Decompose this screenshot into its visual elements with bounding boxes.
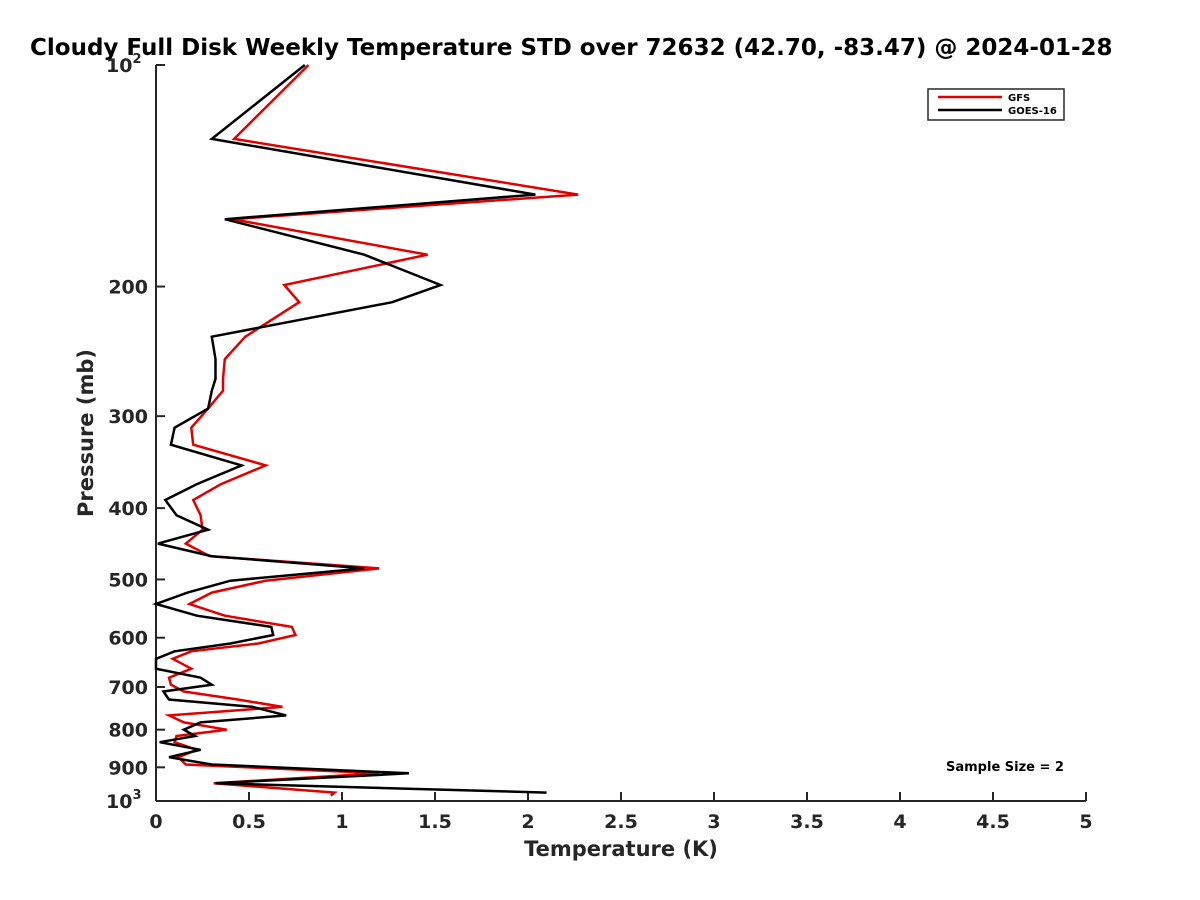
y-tick-label: 900	[108, 757, 148, 779]
sample-size-annotation: Sample Size = 2	[946, 760, 1064, 775]
legend-box	[927, 88, 1065, 121]
x-tick-label: 2	[521, 811, 534, 833]
x-tick-label: 2.5	[604, 811, 638, 833]
legend-entries: GFS GOES-16	[938, 93, 1057, 117]
plot-axes	[155, 65, 1086, 802]
y-tick-label: 800	[108, 720, 148, 742]
y-tick-label: 500	[108, 569, 148, 591]
x-axis-ticks: 0 0.5 1 1.5 2 2.5 3 3.5 4 4.5 5	[149, 792, 1093, 833]
y-axis-ticks: 102 200 300 400 500 600 700 800 900 103	[106, 52, 165, 813]
y-tick-label: 300	[108, 406, 148, 428]
x-tick-label: 3.5	[790, 811, 824, 833]
y-tick-label: 103	[106, 788, 142, 813]
chart-title: Cloudy Full Disk Weekly Temperature STD …	[30, 35, 1113, 61]
y-axis-label: Pressure (mb)	[74, 349, 98, 517]
series-line-goes-16	[151, 64, 547, 794]
series-line-gfs	[164, 64, 579, 797]
x-tick-label: 3	[707, 811, 720, 833]
x-axis-label: Temperature (K)	[524, 837, 718, 861]
y-tick-label: 102	[106, 52, 142, 77]
x-tick-label: 0.5	[232, 811, 266, 833]
x-tick-label: 0	[149, 811, 162, 833]
x-tick-label: 1	[335, 811, 348, 833]
legend-label-goes-16: GOES-16	[1008, 106, 1057, 117]
legend: GFS GOES-16	[927, 88, 1065, 121]
series-layer	[151, 64, 579, 797]
x-tick-label: 1.5	[418, 811, 452, 833]
y-tick-label: 400	[108, 498, 148, 520]
y-tick-label: 600	[108, 628, 148, 650]
x-tick-label: 4	[893, 811, 906, 833]
legend-label-gfs: GFS	[1008, 93, 1030, 104]
y-tick-label: 700	[108, 677, 148, 699]
y-tick-exponent: 3	[132, 788, 141, 803]
y-tick-exponent: 2	[132, 52, 141, 67]
x-tick-label: 5	[1079, 811, 1092, 833]
x-tick-label: 4.5	[976, 811, 1010, 833]
y-tick-label: 200	[108, 277, 148, 299]
